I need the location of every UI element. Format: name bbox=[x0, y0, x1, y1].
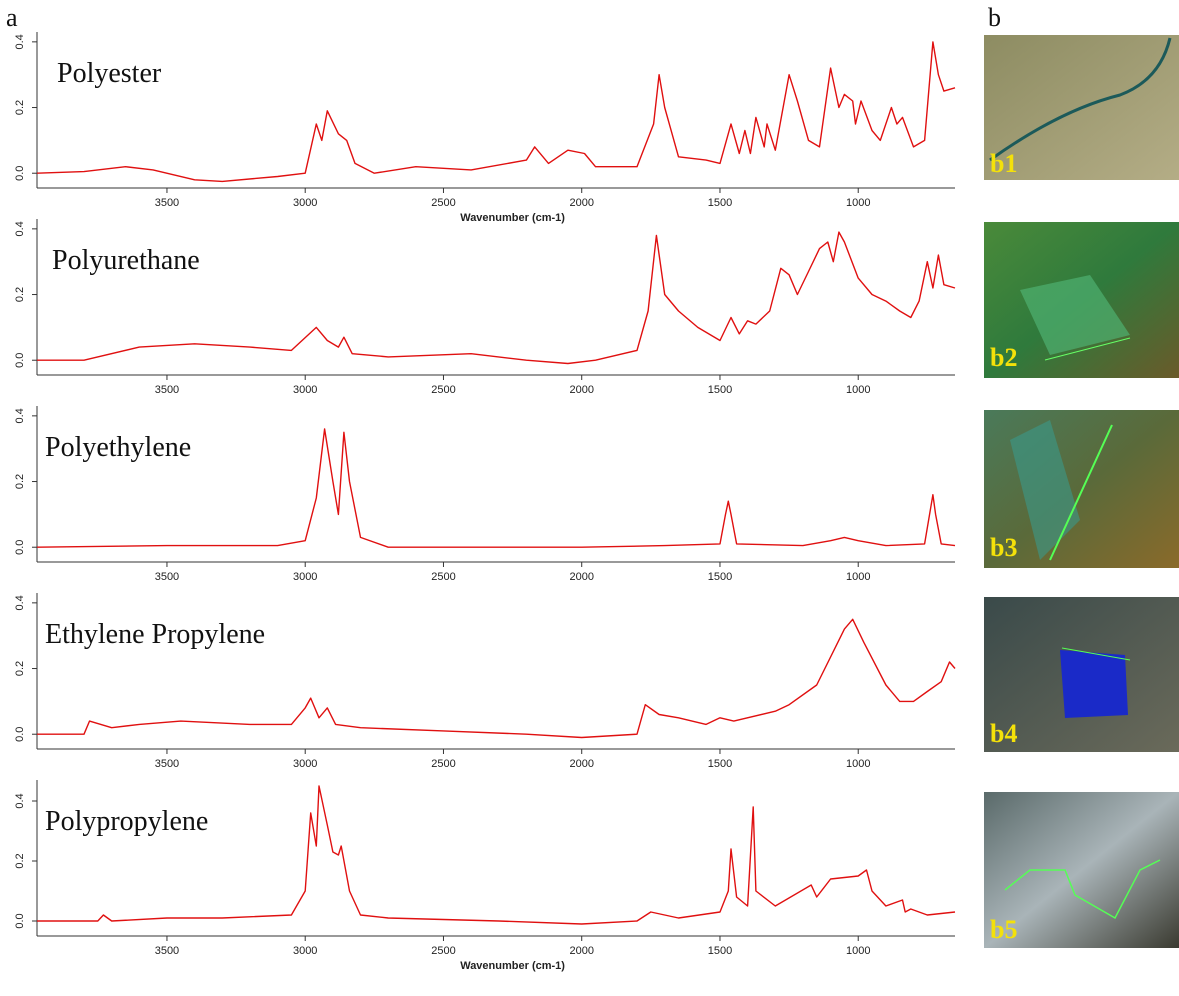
y-tick-label: 0.4 bbox=[14, 595, 26, 610]
photo-label: b2 bbox=[990, 343, 1017, 372]
x-tick-label: 2000 bbox=[569, 384, 593, 396]
x-tick-label: 1000 bbox=[846, 758, 870, 770]
y-tick-label: 0.2 bbox=[14, 853, 26, 868]
chart-title: Polyester bbox=[57, 58, 162, 89]
y-tick-label: 0.2 bbox=[14, 287, 26, 302]
y-tick-label: 0.4 bbox=[14, 221, 26, 236]
x-tick-label: 3000 bbox=[293, 197, 317, 209]
x-tick-label: 3000 bbox=[293, 758, 317, 770]
x-tick-label: 1000 bbox=[846, 384, 870, 396]
x-axis-label: Wavenumber (cm-1) bbox=[460, 960, 565, 972]
x-tick-label: 3500 bbox=[155, 945, 179, 957]
y-tick-label: 0.2 bbox=[14, 100, 26, 115]
panel-label: a bbox=[6, 3, 18, 32]
fragment bbox=[1060, 650, 1128, 718]
x-tick-label: 2000 bbox=[569, 197, 593, 209]
chart-title: Ethylene Propylene bbox=[45, 619, 265, 650]
x-tick-label: 2500 bbox=[431, 384, 455, 396]
photo-label: b3 bbox=[990, 533, 1017, 562]
x-tick-label: 1500 bbox=[708, 758, 732, 770]
y-tick-label: 0.4 bbox=[14, 793, 26, 808]
x-tick-label: 2000 bbox=[569, 945, 593, 957]
panel-label: b bbox=[988, 3, 1001, 32]
x-tick-label: 3500 bbox=[155, 758, 179, 770]
x-tick-label: 2000 bbox=[569, 758, 593, 770]
y-tick-label: 0.4 bbox=[14, 34, 26, 49]
x-tick-label: 3000 bbox=[293, 945, 317, 957]
x-tick-label: 3000 bbox=[293, 571, 317, 583]
x-tick-label: 1000 bbox=[846, 571, 870, 583]
x-tick-label: 1000 bbox=[846, 197, 870, 209]
figure: a b b1 b2 b3 b4 b5 0.0 0.2 0.4 3500 3000 2500 2000 1… bbox=[0, 0, 1179, 996]
photo-label: b4 bbox=[990, 719, 1017, 748]
x-tick-label: 2500 bbox=[431, 197, 455, 209]
y-tick-label: 0.0 bbox=[14, 727, 26, 742]
y-tick-label: 0.2 bbox=[14, 474, 26, 489]
y-tick-label: 0.0 bbox=[14, 913, 26, 928]
x-tick-label: 1000 bbox=[846, 945, 870, 957]
y-tick-label: 0.0 bbox=[14, 353, 26, 368]
x-tick-label: 3000 bbox=[293, 384, 317, 396]
chart-title: Polypropylene bbox=[45, 806, 208, 837]
x-tick-label: 3500 bbox=[155, 384, 179, 396]
photo-label: b1 bbox=[990, 149, 1017, 178]
y-tick-label: 0.0 bbox=[14, 166, 26, 181]
x-tick-label: 1500 bbox=[708, 197, 732, 209]
x-tick-label: 2500 bbox=[431, 945, 455, 957]
page: a b b1 b2 b3 b4 b5 0.0 0.2 0.4 3500 3000 2500 2000 1… bbox=[0, 0, 1179, 996]
photo-label: b5 bbox=[990, 915, 1017, 944]
x-tick-label: 3500 bbox=[155, 571, 179, 583]
x-tick-label: 1500 bbox=[708, 384, 732, 396]
x-tick-label: 3500 bbox=[155, 197, 179, 209]
x-tick-label: 2500 bbox=[431, 571, 455, 583]
x-axis-label: Wavenumber (cm-1) bbox=[460, 212, 565, 224]
y-tick-label: 0.0 bbox=[14, 540, 26, 555]
y-tick-label: 0.2 bbox=[14, 661, 26, 676]
x-tick-label: 1500 bbox=[708, 571, 732, 583]
chart-title: Polyurethane bbox=[52, 245, 200, 276]
chart-title: Polyethylene bbox=[45, 432, 191, 463]
x-tick-label: 1500 bbox=[708, 945, 732, 957]
x-tick-label: 2000 bbox=[569, 571, 593, 583]
spectrum-line bbox=[37, 42, 955, 182]
y-tick-label: 0.4 bbox=[14, 408, 26, 423]
x-tick-label: 2500 bbox=[431, 758, 455, 770]
